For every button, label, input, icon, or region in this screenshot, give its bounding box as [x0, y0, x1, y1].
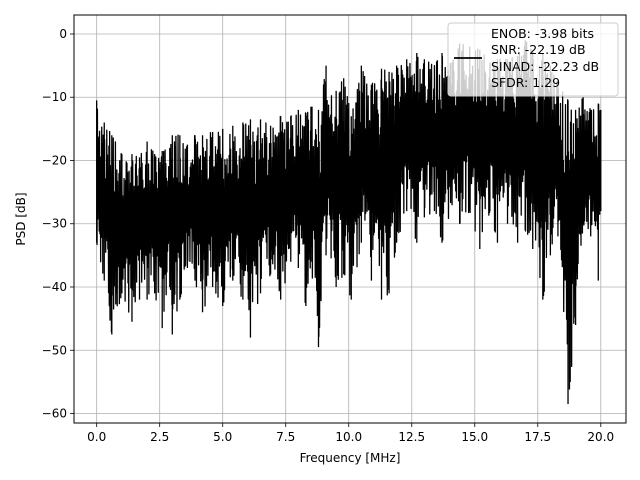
y-tick-label: −30	[42, 217, 67, 231]
legend-entry-snr: SNR: -22.19 dB	[491, 42, 586, 57]
y-tick-label: −50	[42, 343, 67, 357]
x-axis-ticks: 0.0 2.5 5.0 7.5 10.0 12.5 15.0 17.5 20.0	[87, 423, 614, 444]
legend-box	[447, 22, 619, 97]
x-tick-label: 20.0	[587, 430, 614, 444]
psd-series-line	[96, 40, 602, 405]
legend-entry-sfdr: SFDR: 1.29	[491, 75, 560, 90]
y-tick-label: −40	[42, 280, 67, 294]
legend-entry-enob: ENOB: -3.98 bits	[491, 26, 594, 41]
y-tick-label: −60	[42, 407, 67, 421]
x-tick-label: 15.0	[461, 430, 488, 444]
x-tick-label: 10.0	[335, 430, 362, 444]
x-tick-label: 12.5	[398, 430, 425, 444]
y-tick-label: −10	[42, 90, 67, 104]
y-axis-ticks: 0 −10 −20 −30 −40 −50 −60	[42, 27, 74, 421]
x-tick-label: 5.0	[213, 430, 232, 444]
x-tick-label: 7.5	[276, 430, 295, 444]
x-tick-label: 17.5	[524, 430, 551, 444]
x-tick-label: 2.5	[150, 430, 169, 444]
y-tick-label: 0	[59, 27, 67, 41]
x-tick-label: 0.0	[87, 430, 106, 444]
axes-frame	[73, 14, 627, 424]
y-axis-label: PSD [dB]	[14, 192, 28, 245]
legend: ENOB: -3.98 bits SNR: -22.19 dB SINAD: -…	[447, 22, 619, 97]
y-tick-label: −20	[42, 153, 67, 167]
plot-area	[96, 40, 602, 405]
x-axis-label: Frequency [MHz]	[300, 451, 401, 465]
legend-entry-sinad: SINAD: -22.23 dB	[491, 59, 599, 74]
